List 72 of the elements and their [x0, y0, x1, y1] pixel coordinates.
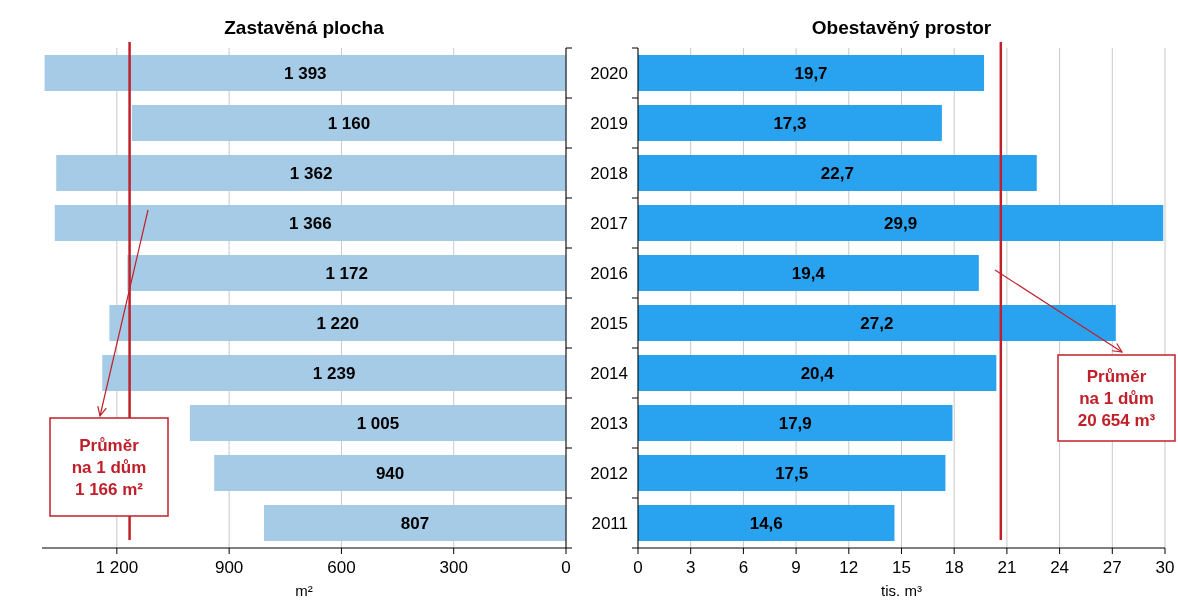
y-tick-label: 2015: [590, 313, 628, 333]
x-tick-label: 3: [685, 558, 696, 577]
x-tick-label: 900: [214, 558, 244, 577]
data-label: 19,7: [794, 63, 828, 83]
x-tick-label: 0: [633, 558, 643, 577]
y-tick-label: 2018: [590, 163, 628, 183]
bar: [638, 105, 942, 141]
data-label: 1 366: [289, 213, 332, 233]
y-tick-label: 2012: [590, 463, 628, 483]
bar: [638, 205, 1164, 241]
data-label: 14,6: [749, 513, 783, 533]
bar: [263, 505, 566, 541]
data-label: 29,9: [884, 213, 918, 233]
data-label: 1 160: [327, 113, 371, 133]
x-tick-label: 24: [1050, 558, 1070, 577]
x-tick-label: 30: [1155, 558, 1175, 577]
bar: [102, 355, 566, 391]
data-label: 22,7: [820, 163, 854, 183]
y-tick-label: 2011: [591, 513, 628, 533]
chart-title: Obestavěný prostor: [811, 17, 992, 38]
y-tick-label: 2016: [590, 263, 628, 283]
bar: [638, 355, 997, 391]
x-axis-title: m²: [295, 582, 313, 599]
data-label: 1 362: [289, 163, 333, 183]
bar: [638, 305, 1116, 341]
x-tick-label: 9: [791, 558, 801, 577]
data-label: 17,9: [778, 413, 812, 433]
chart-title: Zastavěná plocha: [224, 17, 385, 38]
bar: [638, 405, 953, 441]
x-tick-label: 27: [1102, 558, 1122, 577]
bar: [638, 155, 1037, 191]
bar: [109, 305, 566, 341]
y-tick-label: 2020: [590, 63, 628, 83]
x-tick-label: 12: [839, 558, 859, 577]
data-label: 27,2: [860, 313, 894, 333]
x-tick-label: 0: [561, 558, 571, 577]
bar: [127, 255, 566, 291]
bar: [638, 55, 985, 91]
data-label: 1 172: [325, 263, 368, 283]
data-label: 1 005: [356, 413, 400, 433]
data-label: 17,5: [775, 463, 809, 483]
x-tick-label: 1 200: [95, 558, 139, 577]
y-tick-label: 2019: [590, 113, 628, 133]
data-label: 940: [375, 463, 405, 483]
y-tick-label: 2014: [590, 363, 628, 383]
data-label: 1 393: [284, 63, 327, 83]
bar: [638, 505, 895, 541]
data-label: 1 239: [312, 363, 356, 383]
ref-line-label: Průměr na 1 dům 20 654 m³: [1077, 366, 1156, 430]
data-label: 807: [400, 513, 430, 533]
bar: [638, 255, 979, 291]
data-label: 1 220: [316, 313, 359, 333]
bar: [638, 455, 946, 491]
data-label: 20,4: [800, 363, 835, 383]
x-tick-label: 600: [327, 558, 356, 577]
bar: [56, 155, 566, 191]
x-tick-label: 300: [439, 558, 468, 577]
x-axis-title: tis. m³: [881, 582, 922, 599]
bar: [214, 455, 566, 491]
bar: [44, 55, 566, 91]
bar: [54, 205, 566, 241]
ref-line-label: Průměr na 1 dům 1 166 m²: [71, 435, 147, 499]
x-tick-label: 6: [738, 558, 749, 577]
bar: [131, 105, 566, 141]
data-label: 17,3: [773, 113, 807, 133]
data-label: 19,4: [791, 263, 826, 283]
x-tick-label: 15: [892, 558, 911, 577]
bar: [189, 405, 566, 441]
y-tick-label: 2017: [590, 213, 628, 233]
y-tick-label: 2013: [590, 413, 628, 433]
x-tick-label: 21: [997, 558, 1017, 577]
x-tick-label: 18: [944, 558, 964, 577]
